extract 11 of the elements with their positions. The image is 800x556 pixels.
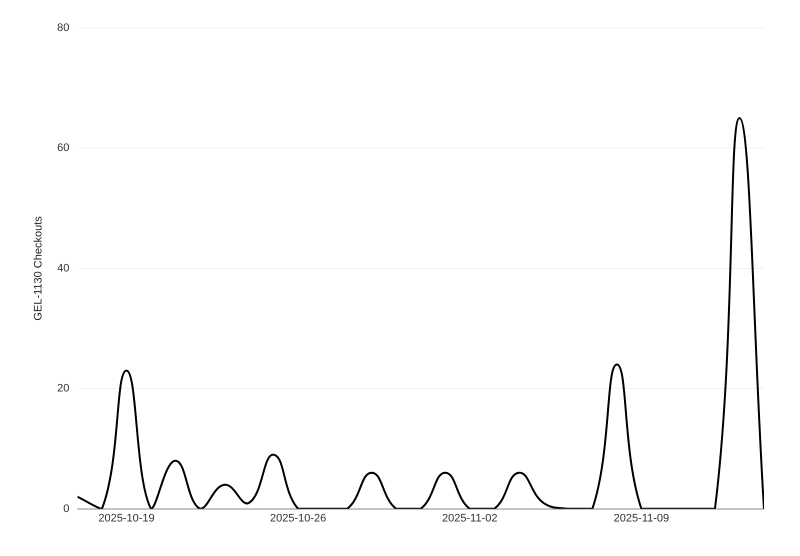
- y-tick-label: 20: [57, 382, 70, 395]
- x-tick-label: 2025-10-26: [270, 512, 326, 524]
- x-tick-label: 2025-11-02: [442, 512, 498, 524]
- y-axis-title: GEL-1130 Checkouts: [32, 216, 45, 321]
- line-series: [77, 117, 764, 509]
- y-tick-label: 40: [57, 262, 70, 274]
- y-tick-label: 0: [63, 502, 70, 515]
- x-tick-label: 2025-11-09: [614, 512, 670, 524]
- x-tick-label: 2025-10-19: [98, 512, 155, 524]
- y-tick-label: 80: [57, 22, 70, 34]
- y-tick-label: 60: [57, 142, 70, 154]
